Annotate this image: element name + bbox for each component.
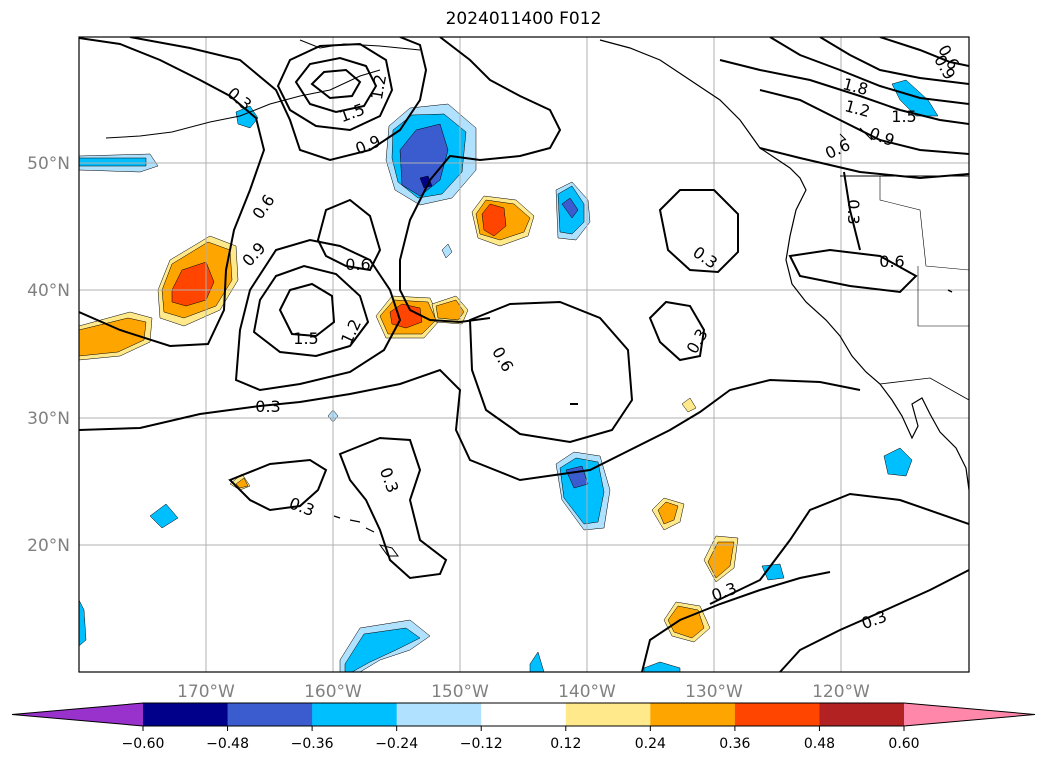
lat-label: 50°N (27, 154, 70, 174)
contour-label: 0.6 (879, 252, 904, 271)
contour-label: 1.5 (337, 100, 367, 127)
colorbar: −0.60 −0.48 −0.36 −0.24 −0.12 0.12 0.24 0.36 0.4… (11, 702, 1036, 752)
lon-label: 150°W (431, 682, 489, 702)
lon-label: 130°W (685, 682, 743, 702)
colorbar-segment (819, 703, 905, 726)
lat-label: 30°N (27, 409, 70, 429)
contour-label: 0.3 (709, 579, 739, 606)
contour-label: 0.9 (353, 131, 384, 158)
map-title: 2024011400 F012 (445, 9, 602, 29)
lon-label: 160°W (304, 682, 362, 702)
contour-line (228, 458, 328, 512)
colorbar-segment (650, 703, 736, 726)
contour-label: 1.8 (841, 74, 871, 99)
latitude-labels: 50°N 40°N 30°N 20°N (27, 154, 70, 556)
contour-lines (79, 37, 969, 672)
contour-line (769, 37, 969, 105)
contour-line (79, 37, 266, 348)
contour-line (399, 37, 562, 324)
contour-line (779, 569, 969, 672)
contour-line (709, 492, 969, 605)
contour-label: 0.6 (822, 135, 853, 163)
lon-label: 140°W (558, 682, 616, 702)
colorbar-segment (396, 703, 482, 726)
contour-label: 0.3 (255, 397, 280, 416)
neg-field-dark (419, 175, 433, 189)
colorbar-tick-label: −0.24 (375, 736, 418, 752)
contour-line (843, 171, 861, 251)
contour-label: 0.6 (345, 255, 370, 274)
colorbar-segment (565, 703, 651, 726)
lon-label: 170°W (177, 682, 235, 702)
contour-label: 0.3 (683, 325, 712, 357)
contour-line (310, 68, 362, 100)
contour-label: 1.2 (337, 316, 365, 347)
contour-label: 0.9 (867, 124, 897, 151)
contour-label: 0.3 (287, 494, 317, 521)
contour-line (276, 42, 394, 132)
contour-line (316, 198, 382, 272)
pos-field-red (171, 261, 215, 307)
colorbar-tick-label: 0.36 (719, 736, 750, 752)
contour-label: 0.3 (844, 199, 863, 224)
lat-label: 20°N (27, 536, 70, 556)
contour-line (641, 571, 831, 672)
contour-line (234, 238, 402, 392)
colorbar-segment (227, 703, 313, 726)
colorbar-segment (734, 703, 820, 726)
colorbar-tick-label: −0.60 (122, 736, 165, 752)
contour-label: 1.2 (843, 96, 873, 121)
neg-field-mid (399, 123, 449, 197)
contour-line (879, 37, 969, 67)
contour-line (468, 300, 634, 444)
colorbar-high-extend (904, 703, 1035, 726)
contour-line (819, 37, 969, 85)
contour-label: 1.2 (367, 73, 390, 101)
contour-line (294, 56, 378, 114)
graticule (79, 37, 969, 672)
contour-labels: 0.3 1.2 1.5 0.9 0.6 0.9 0.6 1.5 1.2 0.3 … (224, 41, 964, 633)
colorbar-tick-label: −0.48 (206, 736, 249, 752)
colorbar-segment (481, 703, 567, 726)
contour-line (719, 59, 969, 125)
contour-line (658, 189, 739, 274)
colorbar-tick-label: −0.36 (291, 736, 334, 752)
lat-label: 40°N (27, 281, 70, 301)
shaded-fields (79, 79, 939, 672)
contour-label: 0.3 (689, 242, 721, 272)
contour-line (278, 282, 336, 338)
colorbar-low-extend (12, 703, 143, 726)
contour-line (129, 37, 428, 162)
contour-label: 0.6 (488, 343, 517, 375)
colorbar-segment (312, 703, 398, 726)
contour-line (788, 248, 918, 294)
contour-label: 1.5 (293, 329, 318, 348)
contour-label: 0.6 (248, 191, 278, 223)
longitude-labels: 170°W 160°W 150°W 140°W 130°W 120°W (177, 682, 870, 702)
contour-line (338, 436, 448, 580)
lon-label: 120°W (812, 682, 870, 702)
map-frame (78, 36, 970, 673)
contour-line (759, 147, 969, 180)
contour-label: 0.3 (376, 465, 403, 495)
contour-line (648, 300, 706, 362)
contour-line (759, 89, 969, 155)
contour-label: 1.5 (891, 107, 916, 126)
contour-line (252, 264, 370, 358)
colorbar-tick-label: 0.12 (550, 736, 581, 752)
colorbar-segment (143, 703, 229, 726)
map-area: 0.3 1.2 1.5 0.9 0.6 0.9 0.6 1.5 1.2 0.3 … (79, 37, 969, 672)
colorbar-tick-label: 0.24 (635, 736, 666, 752)
colorbar-tick-label: 0.60 (888, 736, 919, 752)
colorbar-tick-label: 0.48 (804, 736, 835, 752)
contour-line (79, 368, 861, 482)
colorbar-tick-label: −0.12 (460, 736, 503, 752)
